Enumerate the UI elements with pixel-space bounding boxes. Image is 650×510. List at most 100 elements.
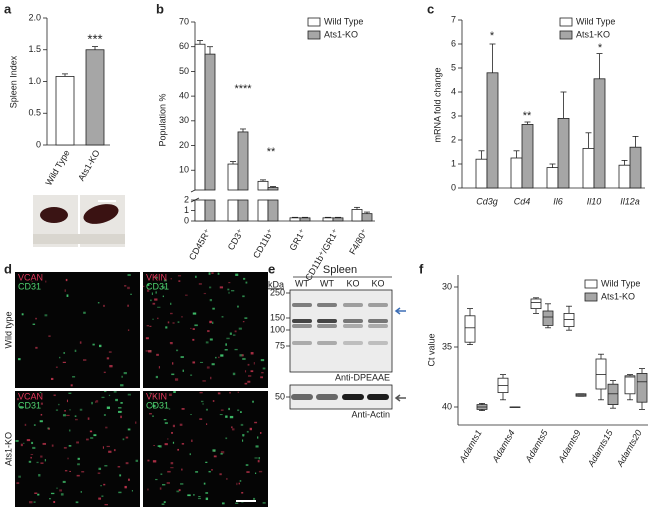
- speckle: [98, 467, 102, 470]
- speckle: [124, 485, 127, 489]
- speckle: [72, 376, 76, 378]
- bar: [557, 118, 570, 189]
- speckle: [170, 467, 174, 469]
- speckle: [74, 415, 77, 417]
- speckle: [227, 288, 230, 291]
- speckle: [220, 452, 223, 455]
- speckle: [21, 313, 24, 316]
- box: [464, 315, 476, 343]
- stain-label: CD31: [146, 281, 169, 291]
- speckle: [146, 325, 150, 327]
- speckle: [246, 471, 250, 473]
- speckle: [58, 403, 60, 406]
- speckle: [155, 291, 157, 294]
- speckle: [150, 403, 153, 405]
- speckle: [74, 418, 78, 421]
- speckle: [217, 272, 220, 275]
- micrograph: [143, 272, 268, 388]
- speckle: [212, 321, 214, 324]
- box: [542, 310, 554, 326]
- y-tick-label: 3: [451, 110, 456, 120]
- speckle: [200, 400, 204, 403]
- speckle: [64, 289, 66, 292]
- speckle: [118, 407, 122, 409]
- speckle: [34, 492, 38, 494]
- speckle: [239, 480, 242, 482]
- speckle: [215, 356, 217, 359]
- speckle: [163, 419, 167, 421]
- speckle: [127, 428, 131, 431]
- speckle: [249, 427, 252, 431]
- speckle: [53, 501, 56, 503]
- speckle: [131, 490, 133, 492]
- bar: [204, 199, 216, 222]
- speckle: [242, 357, 246, 360]
- speckle: [15, 440, 19, 442]
- speckle: [195, 275, 197, 278]
- speckle: [120, 415, 122, 419]
- speckle: [104, 391, 107, 393]
- speckle: [40, 402, 43, 405]
- speckle: [113, 449, 116, 452]
- speckle: [243, 277, 246, 280]
- speckle: [33, 424, 36, 426]
- speckle: [32, 323, 36, 325]
- y-tick-label: 0: [36, 139, 41, 149]
- row-label: Ats1-KO: [3, 432, 13, 466]
- speckle: [123, 372, 127, 375]
- speckle: [69, 470, 71, 472]
- marker-label: 250: [270, 287, 285, 297]
- speckle: [66, 414, 70, 417]
- speckle: [212, 307, 215, 310]
- speckle: [127, 393, 131, 396]
- stain-label: VKIN: [146, 272, 167, 282]
- speckle: [208, 272, 211, 275]
- speckle: [181, 315, 183, 318]
- speckle: [226, 477, 228, 480]
- speckle: [171, 431, 173, 434]
- speckle: [98, 497, 102, 500]
- speckle: [225, 343, 227, 346]
- x-tick-label: CD45R⁺: [187, 227, 213, 262]
- speckle: [122, 438, 125, 441]
- speckle: [241, 501, 244, 503]
- speckle: [173, 391, 176, 393]
- speckle: [224, 349, 228, 351]
- x-tick-label: Il6: [553, 196, 563, 206]
- bar: [267, 199, 279, 222]
- speckle: [205, 492, 209, 494]
- speckle: [29, 501, 33, 504]
- x-tick-label: F4/80⁺: [347, 227, 370, 256]
- speckle: [242, 321, 245, 323]
- speckle: [16, 398, 19, 401]
- speckle: [156, 401, 158, 404]
- speckle: [166, 482, 170, 484]
- legend-swatch: [307, 17, 321, 27]
- speckle: [40, 462, 44, 464]
- speckle: [62, 361, 66, 363]
- speckle: [113, 391, 117, 393]
- speckle: [145, 350, 149, 352]
- speckle: [105, 426, 108, 429]
- speckle: [170, 278, 172, 280]
- speckle: [194, 324, 198, 327]
- speckle: [95, 400, 99, 403]
- speckle: [172, 362, 174, 365]
- speckle: [250, 370, 254, 373]
- x-tick-label: Adamts20: [614, 428, 643, 469]
- spleen-photo: [33, 195, 125, 247]
- y-tick-label: 2: [184, 194, 189, 204]
- x-tick-label: Cd3g: [476, 196, 498, 206]
- speckle: [37, 493, 40, 496]
- panel-letter: d: [4, 261, 12, 276]
- speckle: [189, 453, 191, 456]
- speckle: [257, 436, 259, 439]
- speckle: [120, 402, 123, 404]
- blot-title: Spleen: [323, 264, 357, 276]
- speckle: [174, 378, 179, 381]
- speckle: [77, 463, 80, 466]
- speckle: [181, 408, 185, 410]
- bar: [475, 158, 488, 189]
- box: [595, 358, 607, 390]
- y-tick-label: 0.5: [28, 108, 41, 118]
